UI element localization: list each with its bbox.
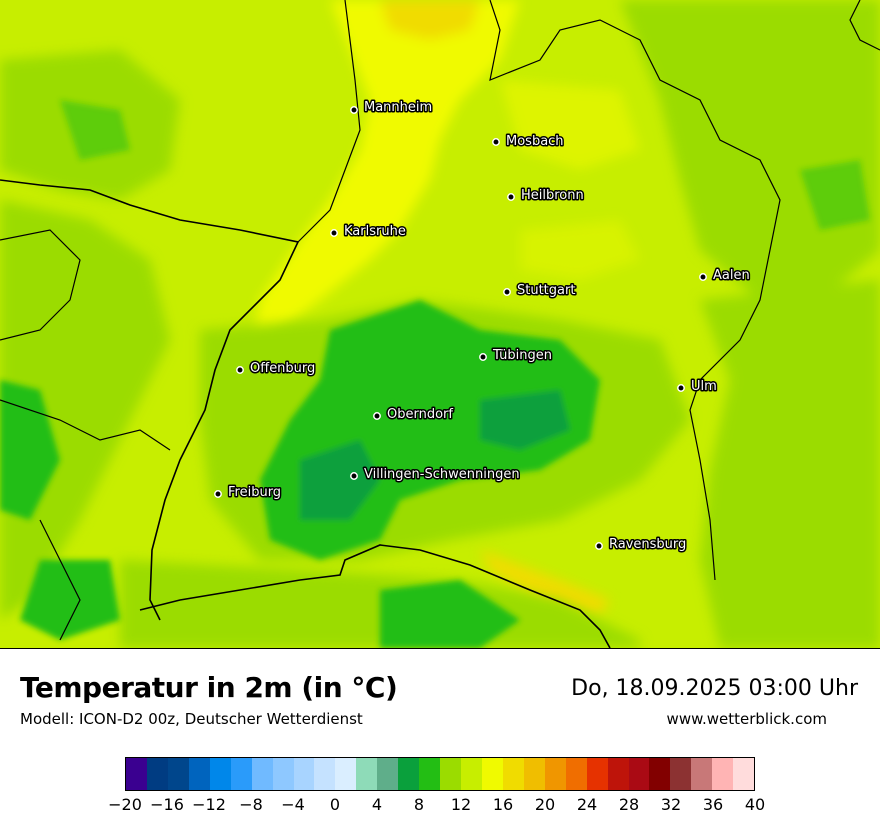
legend-tick-label: 40	[744, 795, 766, 814]
city-marker: Ulm	[677, 378, 718, 396]
legend-swatch	[314, 758, 336, 790]
legend-swatch	[628, 758, 650, 790]
map-title: Temperatur in 2m (in °C)	[20, 671, 398, 704]
city-marker: Freiburg	[214, 484, 283, 502]
city-label: Mannheim	[364, 100, 432, 115]
city-label: Ravensburg	[609, 537, 686, 552]
legend-swatch	[461, 758, 482, 790]
legend-swatch	[398, 758, 420, 790]
legend-swatch	[356, 758, 378, 790]
valid-time: Do, 18.09.2025 03:00 Uhr	[571, 676, 858, 701]
legend-swatch	[377, 758, 399, 790]
city-marker: Villingen-Schwenningen	[350, 466, 521, 484]
legend-swatch	[544, 758, 566, 790]
city-marker: Heilbronn	[507, 187, 585, 205]
legend-swatch	[167, 758, 189, 790]
legend-ticks: −20 −16 −12 −8 −4 0 4 8 12 16 20 24 28 32 36 40	[108, 791, 765, 821]
legend-swatch	[502, 758, 524, 790]
city-label: Mosbach	[506, 134, 564, 149]
legend-tick-label: 8	[413, 795, 425, 814]
legend-swatch	[209, 758, 231, 790]
temperature-map: Mannheim Mosbach Heilbronn Karlsruhe Aal…	[0, 0, 880, 649]
legend-swatch	[126, 758, 147, 790]
country-border	[139, 544, 611, 648]
city-label: Karlsruhe	[344, 224, 406, 239]
legend-swatch	[712, 758, 734, 790]
legend-tick-label: 36	[702, 795, 724, 814]
city-label: Freiburg	[228, 485, 281, 500]
legend-tick-label: 20	[534, 795, 556, 814]
city-layer: Mannheim Mosbach Heilbronn Karlsruhe Aal…	[214, 99, 751, 554]
state-border	[489, 0, 781, 581]
legend-swatch	[440, 758, 461, 790]
legend-tick-label: 24	[576, 795, 598, 814]
legend-tick-label: −4	[281, 795, 305, 814]
model-subtitle: Modell: ICON-D2 00z, Deutscher Wetterdie…	[20, 710, 363, 728]
info-panel: Temperatur in 2m (in °C) Modell: ICON-D2…	[0, 649, 880, 830]
city-marker: Ravensburg	[595, 536, 688, 554]
city-label: Offenburg	[250, 361, 315, 376]
boundaries	[0, 0, 880, 648]
legend-swatch	[481, 758, 503, 790]
legend-swatch	[335, 758, 357, 790]
city-label: Ulm	[691, 379, 717, 394]
city-marker: Aalen	[699, 267, 751, 285]
region-border	[0, 399, 171, 451]
legend-swatch	[523, 758, 545, 790]
city-label: Heilbronn	[521, 188, 584, 203]
city-label: Aalen	[713, 268, 750, 283]
legend-tick-label: 28	[618, 795, 640, 814]
city-marker: Mannheim	[350, 99, 434, 117]
legend-swatch	[586, 758, 608, 790]
legend-tick-label: 32	[660, 795, 682, 814]
temperature-field: Mannheim Mosbach Heilbronn Karlsruhe Aal…	[0, 0, 880, 648]
legend-swatch	[565, 758, 587, 790]
legend-swatch	[670, 758, 692, 790]
state-border	[297, 0, 361, 243]
city-label: Villingen-Schwenningen	[364, 467, 520, 482]
legend-tick-label: −8	[239, 795, 263, 814]
legend-swatch	[272, 758, 294, 790]
legend-tick-label: −20	[108, 795, 142, 814]
legend-tick-label: 0	[329, 795, 341, 814]
city-label: Tübingen	[492, 348, 552, 363]
city-marker: Mosbach	[492, 133, 565, 151]
legend-swatch	[733, 758, 755, 790]
source-url: www.wetterblick.com	[666, 710, 827, 728]
city-label: Stuttgart	[517, 283, 575, 298]
legend-swatch	[419, 758, 441, 790]
legend-tick-label: −16	[150, 795, 184, 814]
region-border	[0, 229, 81, 341]
state-border	[0, 179, 300, 621]
legend-swatch	[649, 758, 671, 790]
city-marker: Stuttgart	[503, 282, 577, 300]
legend-swatch	[230, 758, 252, 790]
legend-swatch	[293, 758, 315, 790]
legend-swatch	[607, 758, 629, 790]
legend-tick-label: 16	[492, 795, 514, 814]
warm-areas	[250, 0, 640, 615]
city-marker: Oberndorf	[373, 406, 455, 424]
region-border	[39, 519, 81, 641]
city-marker: Karlsruhe	[330, 223, 407, 241]
city-marker: Offenburg	[236, 360, 317, 378]
legend-swatch	[251, 758, 273, 790]
legend-swatch	[691, 758, 713, 790]
legend-swatch	[188, 758, 210, 790]
city-label: Oberndorf	[387, 407, 453, 422]
legend-swatch	[146, 758, 168, 790]
legend-tick-label: 12	[450, 795, 472, 814]
color-legend	[125, 757, 755, 791]
legend-tick-label: 4	[371, 795, 383, 814]
city-marker: Tübingen	[479, 347, 554, 365]
region-border	[849, 0, 880, 51]
legend-tick-label: −12	[192, 795, 226, 814]
